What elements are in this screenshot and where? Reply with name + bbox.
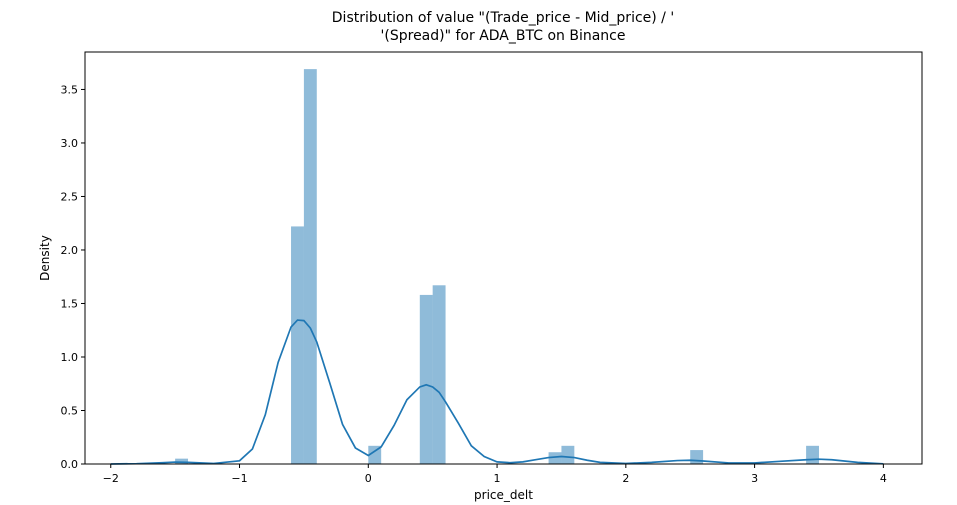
y-tick-label-7: 3.5 [61,83,79,96]
histogram-bar-3 [368,445,382,464]
y-tick-label-2: 1.0 [61,351,79,364]
histogram-bar-8 [690,450,704,464]
y-tick-label-0: 0.0 [61,458,79,471]
histogram-bar-6 [548,452,562,464]
x-axis-ticks: −2 −1 0 1 2 3 4 [103,464,887,485]
chart-title-line-2: '(Spread)" for ADA_BTC on Binance [381,28,626,44]
x-tick-label-5: 3 [751,472,758,485]
y-tick-label-6: 3.0 [61,137,79,150]
histogram-bar-0 [175,458,189,464]
x-axis-label: price_delt [474,488,533,502]
histogram-bar-5 [432,285,446,464]
y-axis-ticks: 0.0 0.5 1.0 1.5 2.0 2.5 3.0 3.5 [61,83,85,471]
histogram-bars [175,69,819,465]
y-axis-label: Density [38,235,52,281]
x-tick-label-1: −1 [231,472,247,485]
histogram-bar-4 [419,294,433,464]
x-tick-label-6: 4 [880,472,887,485]
y-tick-label-5: 2.5 [61,190,79,203]
histogram-bar-7 [561,445,575,464]
plot-frame [84,51,923,465]
x-tick-label-3: 1 [494,472,501,485]
kde-curve [110,319,884,465]
y-tick-label-3: 1.5 [61,297,79,310]
histogram-bar-2 [303,69,317,465]
y-tick-label-4: 2.0 [61,244,79,257]
chart-title-line-1: Distribution of value "(Trade_price - Mi… [332,10,674,26]
x-tick-label-2: 0 [365,472,372,485]
y-tick-label-1: 0.5 [61,404,79,417]
histogram-bar-1 [291,226,304,464]
x-tick-label-0: −2 [103,472,119,485]
histogram-bar-9 [806,445,819,464]
x-tick-label-4: 2 [622,472,629,485]
